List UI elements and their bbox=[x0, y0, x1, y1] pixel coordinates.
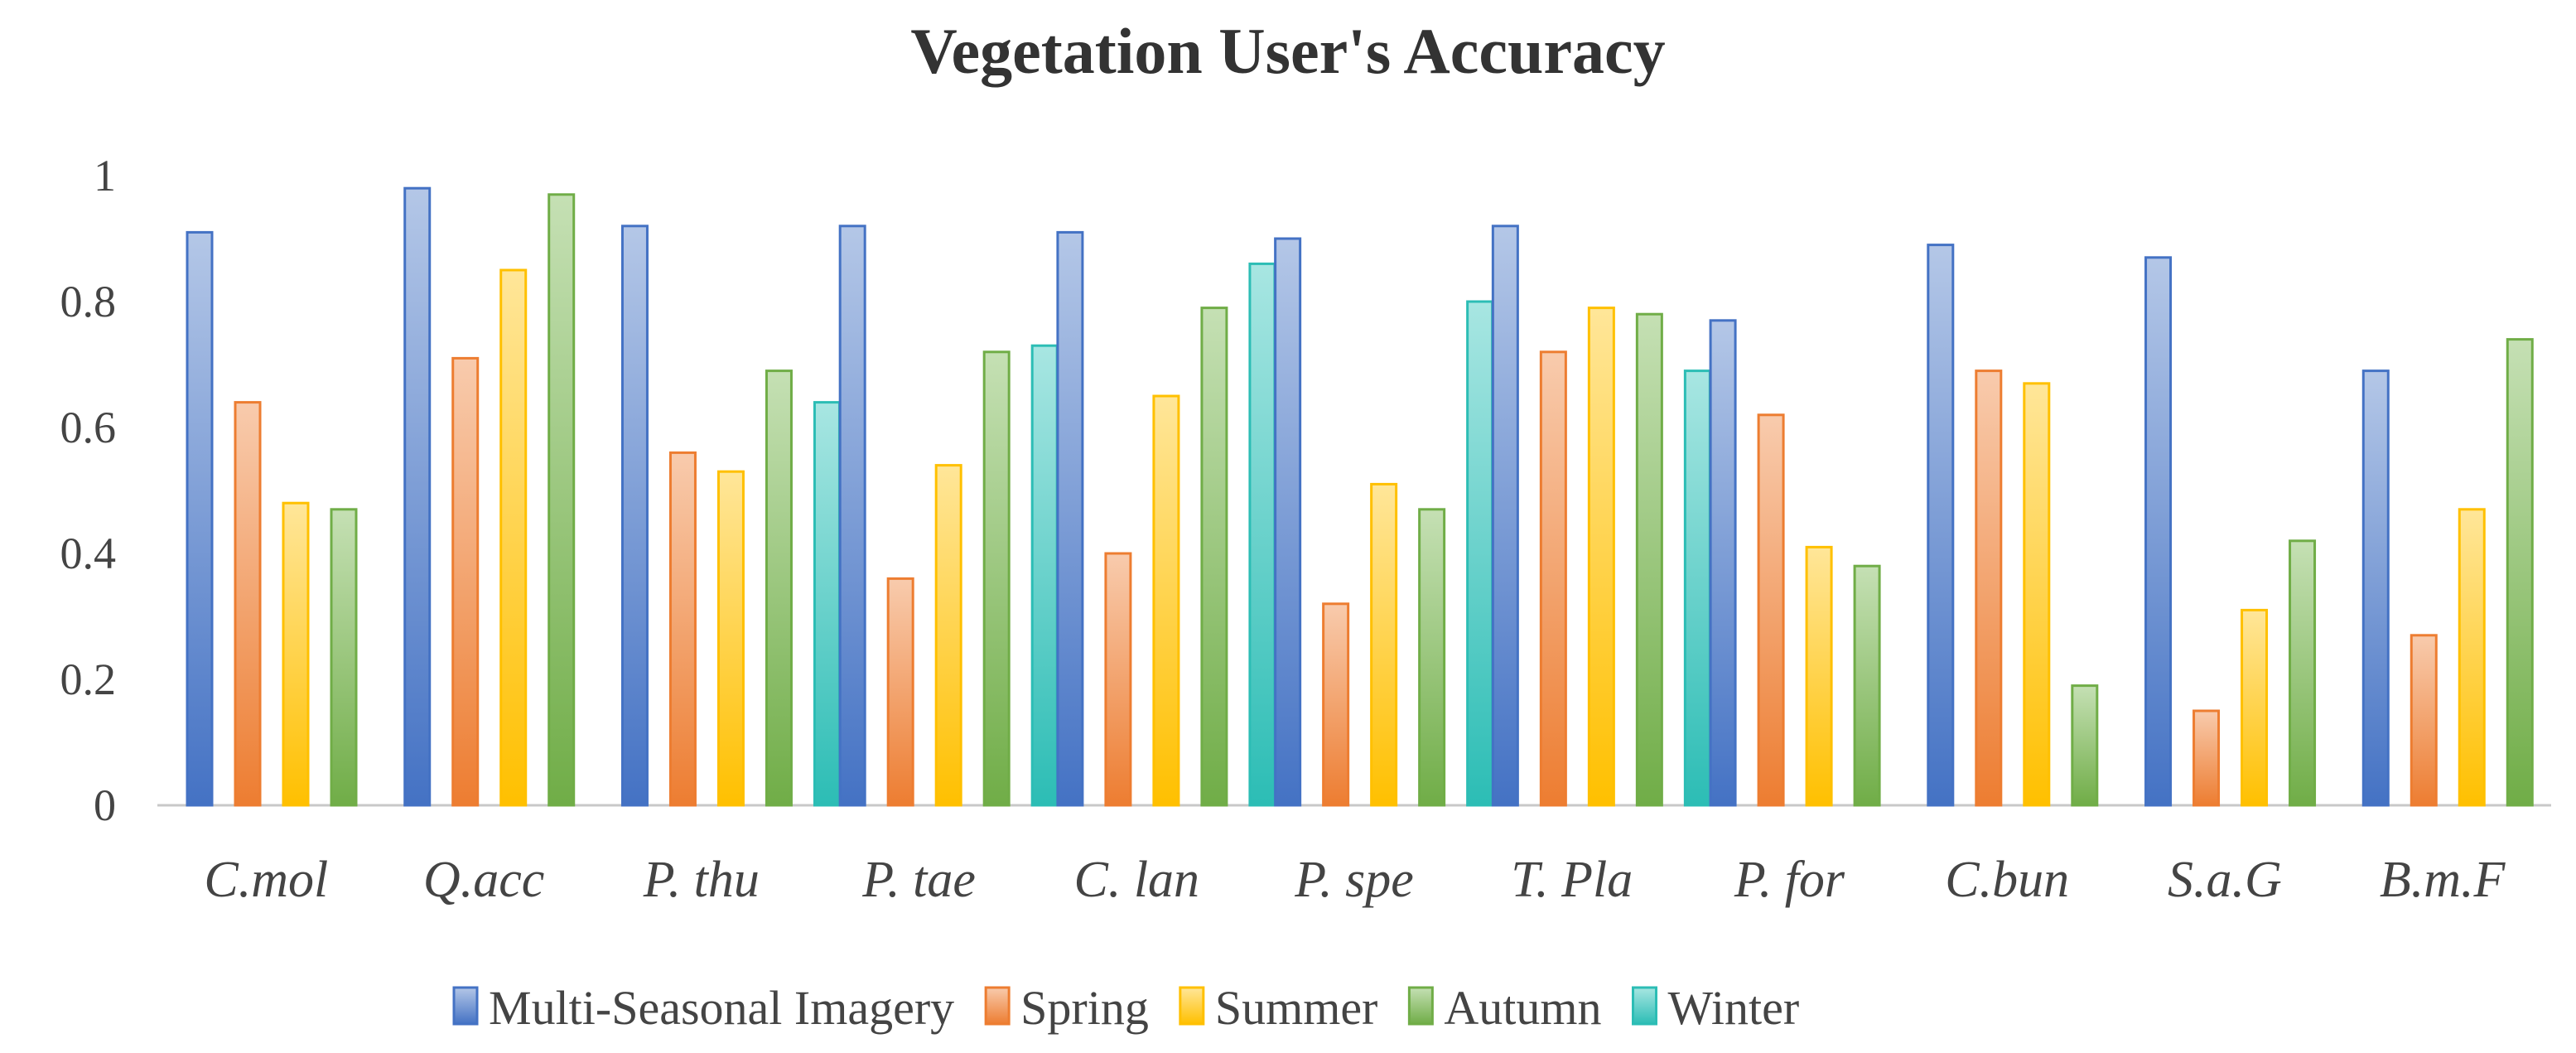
bar-cbun-autumn bbox=[2071, 684, 2099, 807]
x-tick-label: P. for bbox=[1734, 852, 1845, 908]
x-tick-label: P. spe bbox=[1294, 852, 1414, 908]
y-tick-label: 0.8 bbox=[60, 277, 117, 326]
bar-pthu-multiseasonalimagery bbox=[620, 225, 649, 807]
bar-ptae-spring bbox=[886, 577, 914, 807]
bar-bmf-multiseasonalimagery bbox=[2361, 370, 2390, 807]
bar-tpla-autumn bbox=[1635, 312, 1663, 807]
bar-pfor-autumn bbox=[1853, 564, 1881, 807]
x-tick-label: C. lan bbox=[1073, 852, 1199, 908]
y-tick-label: 0.6 bbox=[60, 403, 117, 452]
bar-pfor-summer bbox=[1805, 545, 1833, 807]
bar-sag-autumn bbox=[2289, 539, 2317, 807]
bar-cbun-multiseasonalimagery bbox=[1927, 244, 1955, 807]
bar-tpla-winter bbox=[1683, 370, 1711, 807]
bar-pspe-multiseasonalimagery bbox=[1274, 237, 1302, 807]
bar-ptae-winter bbox=[1030, 344, 1059, 807]
bar-cbun-summer bbox=[2023, 382, 2051, 807]
x-tick-label: S.a.G bbox=[2168, 852, 2282, 908]
bar-clan-winter bbox=[1248, 262, 1276, 807]
x-tick-label: C.bun bbox=[1945, 852, 2069, 908]
bar-pspe-spring bbox=[1322, 602, 1350, 807]
bar-pfor-multiseasonalimagery bbox=[1709, 319, 1737, 807]
x-tick-label: T. Pla bbox=[1511, 852, 1633, 908]
bar-pfor-spring bbox=[1757, 413, 1785, 807]
bar-qacc-multiseasonalimagery bbox=[403, 186, 432, 807]
x-tick-label: P. tae bbox=[861, 852, 976, 908]
x-tick-label: B.m.F bbox=[2380, 852, 2506, 908]
legend-swatch-spring bbox=[984, 986, 1011, 1026]
bar-cmol-multiseasonalimagery bbox=[186, 230, 214, 807]
bar-sag-multiseasonalimagery bbox=[2144, 256, 2173, 807]
bar-cmol-summer bbox=[282, 501, 310, 807]
bar-sag-spring bbox=[2192, 709, 2221, 807]
x-tick-label: Q.acc bbox=[423, 852, 544, 908]
bar-clan-summer bbox=[1152, 394, 1180, 807]
bar-bmf-summer bbox=[2458, 508, 2486, 807]
bar-ptae-multiseasonalimagery bbox=[838, 225, 866, 807]
x-tick-label: P. thu bbox=[643, 852, 760, 908]
legend-label: Autumn bbox=[1444, 981, 1601, 1035]
legend-label: Winter bbox=[1668, 981, 1800, 1035]
bar-clan-spring bbox=[1104, 552, 1132, 807]
legend-swatch-summer bbox=[1179, 986, 1205, 1026]
y-tick-label: 0.4 bbox=[60, 529, 117, 578]
legend-label: Summer bbox=[1215, 981, 1378, 1035]
bar-cmol-spring bbox=[234, 401, 262, 807]
bar-clan-multiseasonalimagery bbox=[1056, 230, 1084, 807]
bar-bmf-spring bbox=[2410, 634, 2438, 807]
bar-sag-summer bbox=[2241, 608, 2269, 807]
bar-qacc-summer bbox=[499, 268, 528, 807]
legend-label: Spring bbox=[1020, 981, 1149, 1035]
bar-tpla-summer bbox=[1587, 307, 1615, 807]
legend-swatch-winter bbox=[1632, 986, 1657, 1026]
bar-ptae-autumn bbox=[982, 350, 1011, 807]
bar-tpla-multiseasonalimagery bbox=[1491, 225, 1519, 807]
bar-pspe-winter bbox=[1466, 300, 1494, 807]
bar-bmf-autumn bbox=[2506, 338, 2534, 807]
bar-pthu-spring bbox=[668, 451, 697, 807]
bar-clan-autumn bbox=[1200, 307, 1228, 807]
bar-qacc-autumn bbox=[548, 193, 576, 807]
legend-swatch-multiseasonalimagery bbox=[452, 986, 479, 1026]
y-tick-label: 0 bbox=[94, 780, 116, 830]
chart-title: Vegetation User's Accuracy bbox=[910, 15, 1665, 87]
bar-cbun-spring bbox=[1975, 370, 2003, 807]
y-tick-label: 0.2 bbox=[60, 655, 117, 704]
bar-pthu-autumn bbox=[765, 370, 793, 807]
bar-qacc-spring bbox=[451, 356, 480, 807]
x-tick-label: C.mol bbox=[204, 852, 328, 908]
bar-pspe-autumn bbox=[1418, 508, 1446, 807]
legend-label: Multi-Seasonal Imagery bbox=[489, 981, 954, 1035]
bar-ptae-summer bbox=[934, 464, 962, 807]
bar-pthu-summer bbox=[716, 470, 745, 807]
bar-pthu-winter bbox=[813, 401, 841, 807]
bar-pspe-summer bbox=[1370, 482, 1398, 807]
bar-tpla-spring bbox=[1539, 350, 1567, 807]
bar-cmol-autumn bbox=[330, 508, 358, 807]
y-tick-label: 1 bbox=[94, 151, 116, 200]
legend-swatch-autumn bbox=[1407, 986, 1434, 1026]
